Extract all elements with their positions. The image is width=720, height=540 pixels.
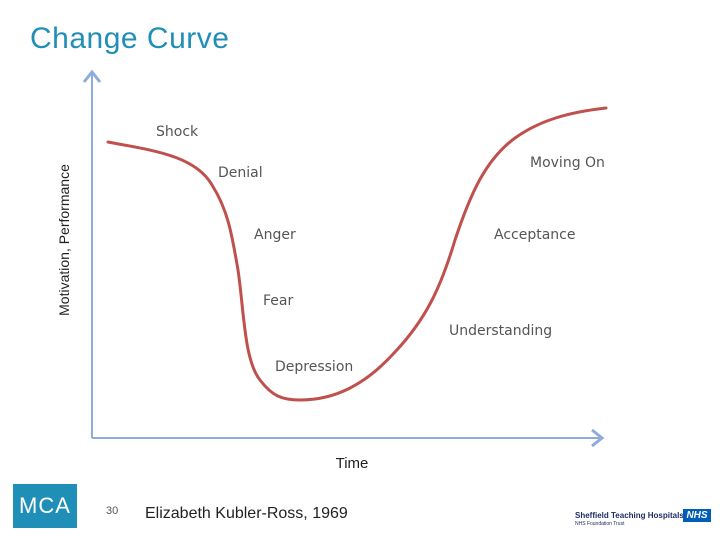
- stage-label-denial: Denial: [218, 165, 263, 181]
- slide-title: Change Curve: [30, 22, 230, 55]
- mca-logo: MCA: [13, 484, 77, 528]
- nhs-badge: NHS: [683, 509, 711, 522]
- citation: Elizabeth Kubler-Ross, 1969: [145, 505, 348, 522]
- stage-label-shock: Shock: [156, 124, 199, 140]
- change-curve-line: [106, 106, 608, 402]
- trust-logo: Sheffield Teaching Hospitals NHS Foundat…: [575, 509, 713, 531]
- nhs-badge-text: NHS: [686, 510, 708, 521]
- page-number: 30: [106, 505, 119, 517]
- stage-label-acceptance: Acceptance: [494, 227, 575, 243]
- mca-logo-text: MCA: [19, 493, 71, 518]
- stage-label-moving-on: Moving On: [530, 155, 605, 171]
- trust-name: Sheffield Teaching Hospitals: [575, 511, 684, 520]
- stage-label-fear: Fear: [263, 293, 293, 309]
- stage-label-anger: Anger: [254, 227, 296, 243]
- trust-subtitle: NHS Foundation Trust: [575, 521, 625, 527]
- stage-label-understanding: Understanding: [449, 323, 552, 339]
- x-axis-label: Time: [335, 455, 369, 472]
- stage-label-depression: Depression: [275, 359, 353, 375]
